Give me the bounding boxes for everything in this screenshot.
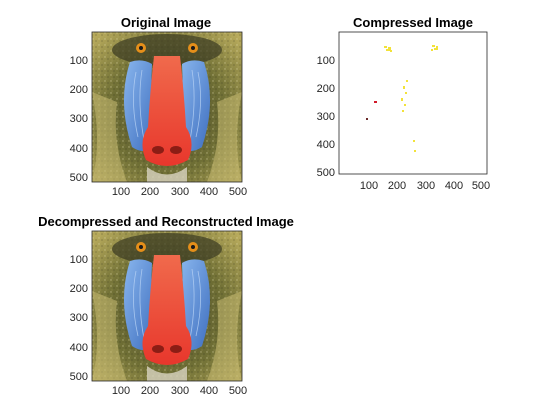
axes-frame [338, 31, 488, 175]
y-tick-label: 100 [70, 55, 88, 67]
x-tick-label: 200 [388, 180, 406, 192]
x-tick-labels: 100 200 300 400 500 [112, 186, 247, 198]
y-tick-label: 100 [70, 254, 88, 266]
image-original [91, 31, 243, 183]
x-tick-label: 100 [360, 180, 378, 192]
compressed-speckles [366, 45, 438, 152]
y-tick-labels: 100 200 300 400 500 [70, 254, 88, 383]
x-tick-label: 400 [200, 385, 218, 397]
y-tick-labels: 100 200 300 400 500 [70, 55, 88, 184]
x-tick-label: 100 [112, 385, 130, 397]
x-tick-labels: 100 200 300 400 500 [112, 385, 247, 397]
panel-compressed: Compressed Image 100 200 300 400 500 [317, 15, 491, 192]
x-tick-label: 200 [141, 385, 159, 397]
x-tick-label: 500 [229, 385, 247, 397]
y-tick-label: 400 [70, 143, 88, 155]
y-tick-labels: 100 200 300 400 500 [317, 55, 335, 179]
axes-frame [91, 230, 243, 382]
panel-title: Compressed Image [353, 15, 473, 30]
y-tick-label: 400 [317, 139, 335, 151]
x-tick-label: 200 [141, 186, 159, 198]
x-tick-label: 300 [171, 186, 189, 198]
x-tick-label: 400 [200, 186, 218, 198]
panel-title: Original Image [121, 15, 211, 30]
panel-reconstructed: Decompressed and Reconstructed Image 100… [38, 214, 294, 397]
panel-original: Original Image 100 200 300 400 500 100 2… [70, 15, 248, 198]
panel-title: Decompressed and Reconstructed Image [38, 214, 294, 229]
dark-speckle [366, 118, 368, 120]
red-speckle [374, 101, 377, 103]
y-tick-label: 200 [317, 83, 335, 95]
y-tick-label: 200 [70, 283, 88, 295]
y-tick-label: 500 [317, 167, 335, 179]
x-tick-label: 500 [472, 180, 490, 192]
y-tick-label: 500 [70, 371, 88, 383]
image-reconstructed [91, 230, 243, 382]
x-tick-label: 100 [112, 186, 130, 198]
y-tick-label: 200 [70, 84, 88, 96]
y-tick-label: 400 [70, 342, 88, 354]
x-tick-label: 500 [229, 186, 247, 198]
y-tick-label: 500 [70, 172, 88, 184]
y-tick-label: 300 [70, 312, 88, 324]
y-tick-label: 300 [70, 113, 88, 125]
axes-frame [91, 31, 243, 183]
x-tick-label: 300 [417, 180, 435, 192]
x-tick-label: 400 [445, 180, 463, 192]
y-tick-label: 100 [317, 55, 335, 67]
x-tick-label: 300 [171, 385, 189, 397]
image-compressed [339, 32, 487, 174]
y-tick-label: 300 [317, 111, 335, 123]
x-tick-labels: 100 200 300 400 500 [360, 180, 490, 192]
